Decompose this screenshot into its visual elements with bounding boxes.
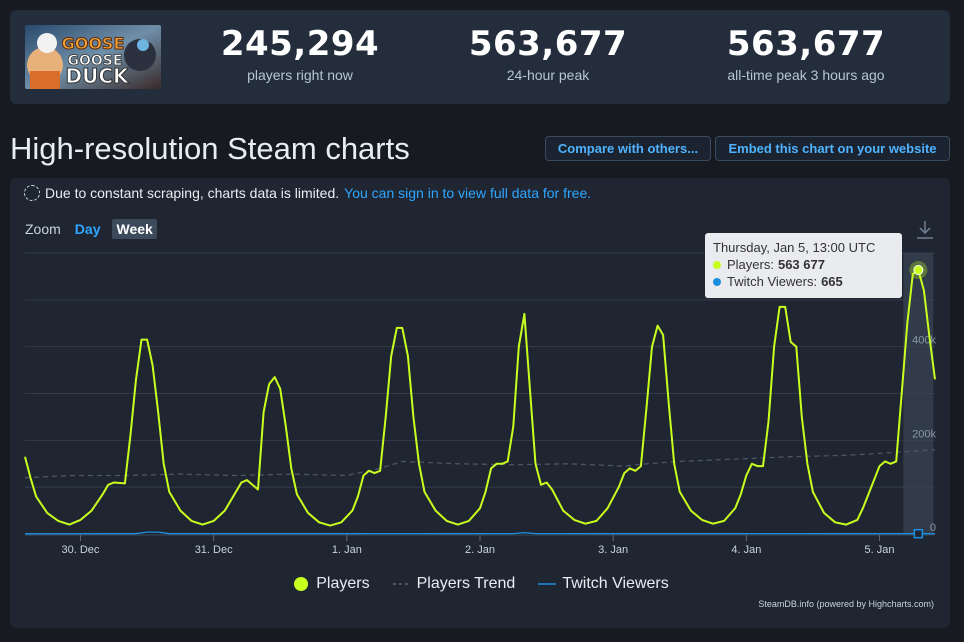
tooltip-twitch-row: Twitch Viewers: 665 xyxy=(713,273,894,290)
goose-goose-duck-logo: GOOSE GOOSE DUCK xyxy=(25,25,161,89)
tooltip-players-row: Players: 563 677 xyxy=(713,256,894,273)
dashed-circle-icon xyxy=(24,185,40,201)
svg-text:GOOSE: GOOSE xyxy=(68,53,123,69)
players-legend-icon xyxy=(294,577,309,591)
stat-label: 24-hour peak xyxy=(506,67,590,83)
x-tick-label: 3. Jan xyxy=(598,544,628,556)
hover-band xyxy=(903,253,934,534)
sign-in-link[interactable]: You can sign in to view full data for fr… xyxy=(344,185,592,201)
x-tick-label: 30. Dec xyxy=(62,544,100,556)
stat-value: 563,677 xyxy=(468,24,628,64)
stat-all-time-peak: 563,677 all-time peak 3 hours ago xyxy=(686,24,926,83)
legend-twitch-label: Twitch Viewers xyxy=(562,575,669,592)
tooltip-twitch-label: Twitch Viewers: xyxy=(727,274,818,289)
players-hover-point xyxy=(913,265,924,276)
tooltip-players-value: 563 677 xyxy=(777,257,825,272)
y-tick-label: 400k xyxy=(912,335,936,347)
trend-legend-icon xyxy=(392,583,411,585)
players-trend-line xyxy=(24,449,936,479)
twitch-viewers-line xyxy=(24,531,935,535)
legend-players-label: Players xyxy=(316,575,370,592)
chart-tooltip: Thursday, Jan 5, 13:00 UTC Players: 563 … xyxy=(705,233,902,298)
tooltip-twitch-value: 665 xyxy=(821,274,843,289)
players-dot-icon xyxy=(713,260,721,269)
data-limit-notice: Due to constant scraping, charts data is… xyxy=(24,185,591,201)
notice-text: Due to constant scraping, charts data is… xyxy=(45,185,340,201)
stat-label: players right now xyxy=(247,67,353,83)
legend-twitch[interactable]: Twitch Viewers xyxy=(537,574,669,594)
chart-panel: 0 200k 400k 30. Dec 31. Dec 1. Jan 2. Jan 3. Ja… xyxy=(10,178,950,628)
embed-chart-button[interactable]: Embed this chart on your website xyxy=(715,136,950,161)
twitch-legend-icon xyxy=(538,583,557,585)
compare-button[interactable]: Compare with others... xyxy=(545,136,711,161)
x-tick-label: 2. Jan xyxy=(465,544,495,556)
stat-value: 563,677 xyxy=(726,24,886,64)
zoom-label: Zoom xyxy=(25,221,61,237)
y-tick-label: 0 xyxy=(930,522,936,534)
players-line xyxy=(24,269,936,527)
stat-value: 245,294 xyxy=(220,24,380,64)
legend-trend[interactable]: Players Trend xyxy=(392,574,516,594)
x-tick-label: 5. Jan xyxy=(865,544,895,556)
zoom-week-button[interactable]: Week xyxy=(112,219,157,239)
x-tick-label: 4. Jan xyxy=(731,544,761,556)
zoom-controls: Zoom Day Week xyxy=(25,219,157,239)
tooltip-title: Thursday, Jan 5, 13:00 UTC xyxy=(713,240,876,255)
x-tick-label: 1. Jan xyxy=(332,544,362,556)
stat-current-players: 245,294 players right now xyxy=(180,24,420,83)
stats-bar: GOOSE GOOSE DUCK 245,294 players right n… xyxy=(10,10,950,104)
x-tick-label: 31. Dec xyxy=(195,544,233,556)
game-banner[interactable]: GOOSE GOOSE DUCK xyxy=(25,25,161,89)
zoom-day-button[interactable]: Day xyxy=(74,221,101,237)
chart-legend: Players Players Trend Twitch Viewers xyxy=(10,574,950,594)
legend-players[interactable]: Players xyxy=(291,574,370,594)
svg-text:DUCK: DUCK xyxy=(65,64,130,88)
legend-trend-label: Players Trend xyxy=(416,575,516,592)
twitch-hover-point xyxy=(913,528,924,539)
svg-text:GOOSE: GOOSE xyxy=(62,34,125,53)
stat-24h-peak: 563,677 24-hour peak xyxy=(428,24,668,83)
chart-credit[interactable]: SteamDB.info (powered by Highcharts.com) xyxy=(758,599,934,609)
y-tick-label: 200k xyxy=(912,428,936,440)
twitch-dot-icon xyxy=(713,277,721,286)
stat-label: all-time peak 3 hours ago xyxy=(727,67,885,83)
tooltip-players-label: Players: xyxy=(727,257,774,272)
players-chart[interactable]: 0 200k 400k 30. Dec 31. Dec 1. Jan 2. Jan 3. Ja… xyxy=(10,178,950,628)
page-title: High-resolution Steam charts xyxy=(10,131,410,166)
download-icon[interactable] xyxy=(915,219,935,246)
